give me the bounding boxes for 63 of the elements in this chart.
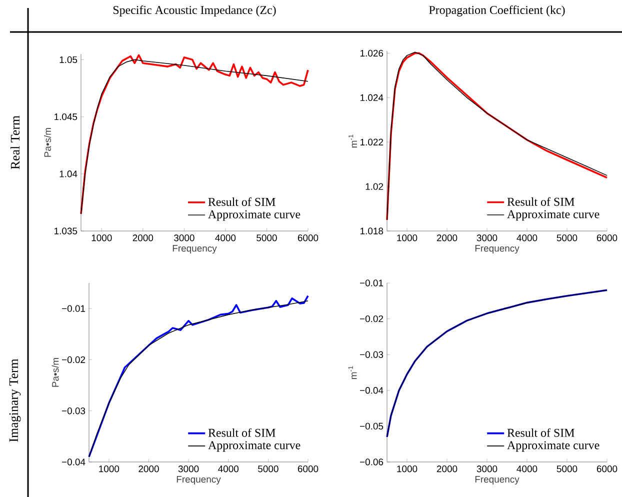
y-tick-label: −0.01: [62, 305, 86, 312]
x-tick-label: 4000: [218, 466, 239, 472]
y-tick-label: 1.02: [366, 183, 384, 190]
x-tick-label: 6000: [596, 466, 618, 472]
x-tick-label: 3000: [476, 466, 498, 472]
legend-label: Approximate curve: [507, 441, 600, 452]
x-tick-label: 1000: [92, 234, 112, 242]
y-tick-label: −0.04: [62, 458, 86, 466]
y-tick-label: 1.035: [54, 228, 78, 234]
legend-label: Result of SIM: [507, 197, 574, 206]
y-axis-title: Pa•s/m: [52, 358, 59, 387]
y-tick-label: 1.026: [360, 50, 384, 57]
y-tick-label: −0.03: [62, 407, 86, 414]
y-tick-label: 1.045: [54, 113, 78, 120]
x-tick-label: 2000: [138, 466, 159, 472]
x-tick-label: 6000: [298, 466, 318, 472]
x-tick-label: 5000: [256, 234, 277, 242]
legend-label: Result of SIM: [507, 428, 574, 437]
x-axis-title: Frequency: [475, 245, 520, 254]
y-tick-label: −0.02: [62, 356, 86, 364]
x-tick-label: 5000: [258, 466, 278, 472]
y-tick-label: 1.022: [360, 138, 384, 146]
chart-title: Specific Acoustic Impedance (Zc): [113, 6, 276, 16]
legend-label: Result of SIM: [208, 197, 276, 206]
y-tick-label: 1.018: [360, 228, 384, 234]
x-tick-label: 2000: [436, 234, 458, 242]
x-tick-label: 4000: [215, 234, 236, 242]
y-axis-title: m$^{-1}$: [348, 134, 357, 148]
x-tick-label: 1000: [397, 234, 418, 242]
text: Imaginary Term: [9, 358, 21, 442]
x-tick-label: 4000: [516, 466, 538, 472]
x-axis-title: Frequency: [172, 245, 217, 254]
x-axis-title: Frequency: [475, 476, 520, 485]
y-tick-label: −0.06: [360, 458, 384, 466]
x-tick-label: 3000: [178, 466, 199, 472]
y-axis-title: Pa•s/m: [44, 128, 51, 157]
x-tick-label: 2000: [132, 234, 154, 242]
chart-title: Propagation Coefficient (kc): [429, 5, 565, 16]
x-tick-label: 1000: [397, 466, 418, 472]
x-axis-title: Frequency: [176, 476, 221, 485]
x-tick-label: 6000: [596, 234, 618, 242]
y-tick-label: 1.024: [360, 94, 384, 102]
y-tick-label: −0.03: [360, 351, 384, 358]
y-tick-label: −0.01: [360, 280, 384, 286]
legend-label: Result of SIM: [208, 428, 276, 437]
x-tick-label: 6000: [298, 234, 318, 242]
y-tick-label: −0.04: [360, 387, 384, 394]
legend-label: Approximate curve: [208, 441, 300, 452]
x-tick-label: 3000: [476, 234, 498, 242]
x-tick-label: 1000: [99, 466, 120, 472]
x-tick-label: 3000: [174, 234, 194, 242]
x-tick-label: 5000: [556, 234, 578, 242]
y-axis-title: m$^{-1}$: [348, 366, 357, 379]
legend-label: Approximate curve: [507, 210, 600, 221]
y-tick-label: 1.04: [60, 170, 78, 178]
text: Real Term: [10, 116, 20, 170]
y-tick-label: 1.05: [60, 56, 78, 64]
x-tick-label: 2000: [436, 466, 458, 472]
y-tick-label: −0.05: [360, 422, 384, 430]
x-tick-label: 5000: [556, 466, 578, 472]
x-tick-label: 4000: [516, 234, 538, 242]
legend-label: Approximate curve: [208, 210, 300, 221]
y-tick-label: −0.02: [360, 315, 384, 322]
